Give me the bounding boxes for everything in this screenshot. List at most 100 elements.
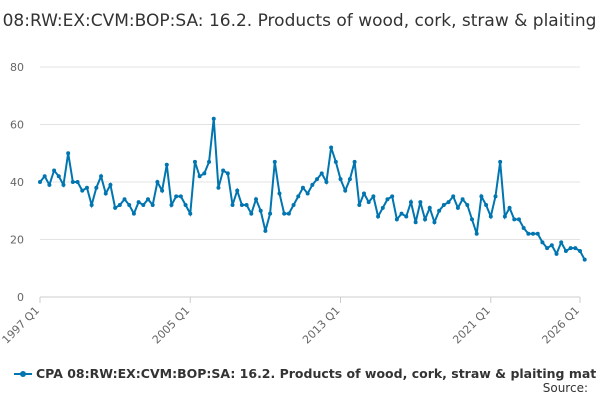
data-point	[347, 177, 352, 182]
data-point	[75, 180, 80, 184]
data-point	[535, 231, 540, 236]
data-point	[150, 203, 155, 207]
data-point	[188, 211, 193, 216]
data-point	[183, 203, 188, 207]
data-point	[103, 191, 108, 196]
x-tick-label: 2013 Q1	[300, 304, 343, 347]
data-point	[169, 203, 174, 207]
data-point	[315, 177, 320, 182]
data-point	[80, 188, 85, 193]
data-point	[531, 231, 536, 236]
data-point	[578, 249, 582, 253]
data-point	[451, 194, 456, 199]
data-point	[390, 194, 395, 199]
data-point	[408, 200, 413, 205]
data-point	[437, 208, 442, 213]
data-point	[296, 194, 301, 199]
data-point	[324, 180, 329, 184]
data-point	[291, 203, 296, 207]
data-point	[244, 203, 249, 207]
data-point	[559, 240, 564, 245]
data-point	[122, 197, 127, 202]
data-point	[521, 226, 526, 230]
data-point	[84, 185, 89, 190]
x-tick-label: 1997 Q1	[0, 304, 42, 347]
data-point	[258, 208, 263, 213]
data-point	[455, 205, 460, 210]
y-tick-label: 60	[10, 119, 24, 132]
data-point	[310, 182, 315, 187]
data-point	[52, 168, 57, 173]
legend-label: CPA 08:RW:EX:CVM:BOP:SA: 16.2. Products …	[36, 366, 596, 381]
data-point	[413, 220, 418, 225]
data-point	[211, 116, 216, 121]
data-point	[352, 159, 357, 164]
data-point	[117, 203, 122, 207]
data-point	[38, 180, 42, 184]
data-point	[554, 251, 559, 256]
data-point	[394, 217, 399, 222]
data-point	[568, 246, 573, 251]
data-point	[573, 246, 578, 251]
data-point	[108, 182, 113, 187]
data-point	[131, 211, 136, 216]
y-tick-label: 80	[10, 61, 24, 74]
data-point	[305, 191, 310, 196]
data-point	[376, 214, 381, 219]
data-point	[225, 171, 230, 176]
data-point	[493, 194, 498, 199]
data-point	[343, 188, 348, 193]
data-point	[230, 203, 235, 207]
data-point	[427, 205, 432, 210]
x-tick-label: 2005 Q1	[150, 304, 193, 347]
data-point	[99, 174, 104, 179]
data-point	[470, 217, 474, 222]
data-point	[380, 205, 385, 210]
data-point	[549, 243, 554, 248]
data-point	[465, 203, 470, 207]
data-point	[582, 257, 587, 262]
data-point	[249, 211, 254, 216]
data-point	[286, 211, 291, 216]
data-point	[300, 185, 305, 190]
data-point	[563, 249, 568, 253]
data-point	[329, 145, 334, 150]
y-tick-label: 20	[10, 234, 24, 247]
data-point	[507, 205, 512, 210]
data-point	[197, 174, 202, 179]
data-point	[282, 211, 287, 216]
data-point	[113, 205, 118, 210]
y-tick-label: 0	[17, 291, 24, 304]
data-point	[366, 200, 371, 205]
data-point	[385, 197, 390, 202]
data-point	[56, 174, 61, 179]
data-point	[512, 217, 517, 222]
data-point	[319, 171, 324, 176]
data-point	[446, 200, 451, 205]
series-line	[39, 118, 586, 261]
data-point	[89, 203, 94, 207]
data-point	[268, 211, 273, 216]
data-point	[136, 200, 141, 205]
data-point	[61, 182, 66, 187]
data-point	[474, 231, 479, 236]
data-point	[207, 159, 212, 164]
data-point	[423, 217, 428, 222]
data-point	[127, 203, 132, 207]
data-point	[502, 214, 507, 219]
data-point	[221, 168, 226, 173]
data-point	[399, 211, 404, 216]
data-point	[174, 194, 179, 199]
data-point	[239, 203, 244, 207]
data-point	[47, 182, 52, 187]
data-point	[526, 231, 531, 236]
data-point	[441, 203, 446, 207]
source: Source:	[543, 381, 588, 395]
data-point	[488, 214, 493, 219]
data-point	[202, 171, 207, 176]
x-tick-label: 2021 Q1	[450, 304, 493, 347]
data-point	[141, 203, 146, 207]
data-point	[263, 228, 268, 233]
data-point	[164, 162, 169, 167]
data-point	[357, 203, 362, 207]
